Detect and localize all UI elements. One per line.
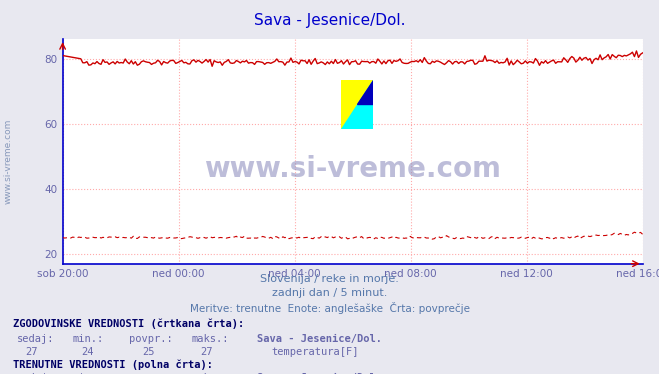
Text: ZGODOVINSKE VREDNOSTI (črtkana črta):: ZGODOVINSKE VREDNOSTI (črtkana črta):	[13, 319, 244, 329]
Polygon shape	[341, 80, 373, 129]
Text: 25: 25	[142, 347, 155, 357]
Text: Sava - Jesenice/Dol.: Sava - Jesenice/Dol.	[257, 334, 382, 344]
Text: sedaj:: sedaj:	[16, 334, 54, 344]
Text: Meritve: trenutne  Enote: anglešaške  Črta: povprečje: Meritve: trenutne Enote: anglešaške Črta…	[190, 302, 469, 314]
Text: min.:: min.:	[72, 334, 103, 344]
Text: maks.:: maks.:	[191, 334, 229, 344]
Text: Sava - Jesenice/Dol.: Sava - Jesenice/Dol.	[257, 373, 382, 374]
Text: maks.:: maks.:	[191, 373, 229, 374]
Text: povpr.:: povpr.:	[129, 373, 172, 374]
Text: povpr.:: povpr.:	[129, 334, 172, 344]
Text: TRENUTNE VREDNOSTI (polna črta):: TRENUTNE VREDNOSTI (polna črta):	[13, 360, 213, 370]
Text: www.si-vreme.com: www.si-vreme.com	[3, 118, 13, 203]
Text: www.si-vreme.com: www.si-vreme.com	[204, 156, 501, 183]
Polygon shape	[357, 80, 373, 104]
Text: Sava - Jesenice/Dol.: Sava - Jesenice/Dol.	[254, 13, 405, 28]
Text: temperatura[F]: temperatura[F]	[272, 347, 359, 357]
Polygon shape	[341, 80, 373, 129]
Text: sedaj:: sedaj:	[16, 373, 54, 374]
Text: min.:: min.:	[72, 373, 103, 374]
Text: Slovenija / reke in morje.: Slovenija / reke in morje.	[260, 274, 399, 284]
Text: zadnji dan / 5 minut.: zadnji dan / 5 minut.	[272, 288, 387, 298]
Text: 27: 27	[200, 347, 213, 357]
Text: 24: 24	[81, 347, 94, 357]
Text: 27: 27	[25, 347, 38, 357]
